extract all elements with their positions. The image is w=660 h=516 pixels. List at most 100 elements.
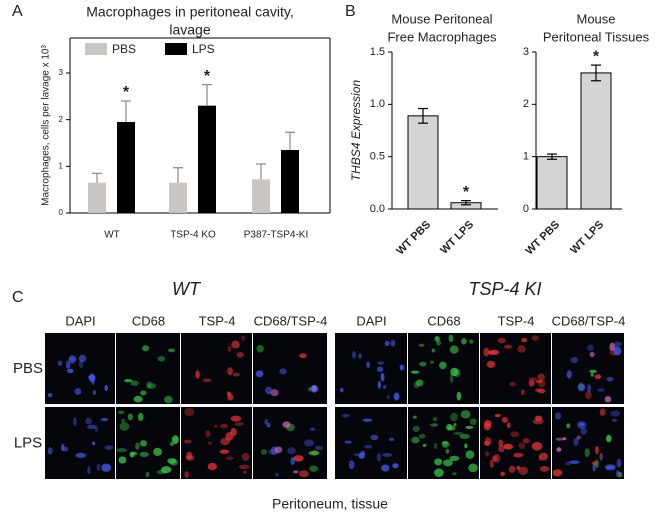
row-label: PBS — [13, 360, 43, 377]
cell — [227, 393, 234, 401]
cell — [230, 415, 242, 422]
cell — [127, 413, 133, 421]
cell — [510, 431, 519, 438]
chart-title: Mouse Peritoneal — [391, 11, 492, 26]
cell — [521, 338, 527, 343]
column-label: TSP-4 — [498, 313, 535, 328]
cell — [184, 471, 190, 479]
column-label: TSP-4 — [199, 313, 236, 328]
cell — [275, 472, 279, 477]
cell — [312, 385, 317, 392]
cell — [412, 415, 417, 419]
cell — [597, 388, 605, 392]
cell — [171, 435, 179, 444]
y-tick-label: 2 — [59, 115, 64, 124]
panel-label: A — [12, 3, 23, 20]
cell — [101, 417, 109, 421]
cell — [459, 433, 470, 439]
error-bar — [418, 107, 428, 124]
cell — [539, 465, 550, 472]
cell — [485, 450, 489, 457]
legend-swatch — [165, 43, 187, 55]
error-bar — [202, 84, 212, 106]
bar — [117, 122, 135, 213]
y-tick-label: 1 — [59, 161, 64, 170]
cell — [554, 412, 562, 420]
cell — [364, 444, 373, 449]
cell — [592, 463, 596, 472]
chart-title: Free Macrophages — [387, 29, 497, 44]
cell — [419, 361, 427, 367]
cell — [449, 345, 459, 354]
cell — [231, 340, 240, 349]
bar — [281, 150, 299, 213]
cell — [91, 441, 96, 446]
cell — [287, 447, 296, 455]
cell — [75, 452, 87, 459]
chart-title: lavage — [169, 22, 210, 38]
cell — [587, 384, 592, 393]
cell — [270, 389, 279, 397]
cell — [386, 395, 391, 400]
cell — [121, 418, 125, 423]
cell — [610, 410, 621, 417]
cell — [168, 348, 175, 353]
micrograph — [253, 407, 327, 479]
cell — [599, 408, 606, 416]
y-tick-label: 0 — [523, 203, 529, 215]
cell — [92, 390, 97, 395]
cell — [130, 380, 139, 386]
column-label: CD68 — [427, 313, 460, 328]
cell — [153, 447, 162, 457]
cell — [185, 454, 195, 461]
cell — [556, 447, 562, 452]
bar — [169, 182, 187, 213]
cell — [304, 439, 314, 447]
cell — [264, 418, 268, 425]
bar — [536, 156, 568, 210]
cell — [78, 359, 84, 369]
cell — [377, 361, 385, 365]
cell — [604, 395, 612, 403]
cell — [47, 447, 53, 455]
y-tick-label: 2 — [523, 98, 529, 110]
cell — [537, 373, 545, 381]
x-tick-label: TSP-4 KO — [170, 230, 216, 241]
cell — [504, 344, 513, 349]
cell — [594, 374, 602, 380]
cell — [164, 395, 173, 404]
cell — [352, 351, 356, 359]
error-bar — [461, 200, 471, 206]
cell — [169, 459, 179, 466]
cell — [446, 423, 453, 431]
cell — [418, 433, 426, 439]
cell — [308, 387, 312, 392]
cell — [308, 450, 320, 456]
cell — [85, 417, 92, 425]
cell — [234, 422, 244, 426]
cell — [195, 370, 200, 379]
cell — [293, 455, 304, 462]
chart-title: Macrophages in peritoneal cavity, — [86, 4, 294, 20]
caption: Peritoneum, tissue — [272, 496, 388, 512]
cell — [528, 379, 535, 387]
cell — [184, 439, 192, 444]
cell — [537, 388, 546, 394]
cell — [501, 416, 508, 423]
cell — [611, 418, 618, 422]
column-label: DAPI — [356, 313, 386, 328]
cell — [139, 440, 147, 447]
cell — [461, 338, 467, 345]
cell — [116, 448, 127, 453]
error-bar — [591, 64, 601, 82]
cell — [282, 421, 291, 428]
cell — [492, 455, 498, 462]
cell — [265, 386, 273, 395]
cell — [73, 417, 77, 427]
legend-label: LPS — [192, 42, 215, 56]
cell — [219, 449, 230, 454]
cell — [243, 470, 247, 474]
column-label: DAPI — [65, 313, 95, 328]
cell — [124, 379, 133, 383]
